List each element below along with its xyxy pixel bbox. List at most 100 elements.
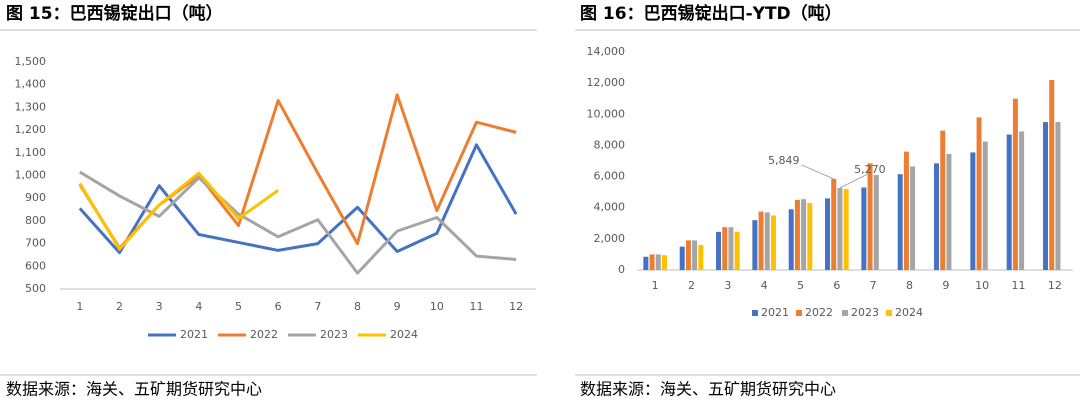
legend-label: 2024 [895,306,923,319]
bar [716,231,722,270]
bar [764,212,770,270]
bar [897,174,903,270]
bar [934,163,940,270]
y-tick-label: 900 [25,191,46,204]
y-tick-label: 6,000 [594,170,626,183]
bar [692,240,698,270]
x-tick-label: 12 [509,300,523,313]
bar [910,166,916,270]
bar [643,256,649,270]
y-tick-label: 1,000 [15,169,47,182]
x-tick-label: 10 [430,300,444,313]
bar [837,187,843,270]
legend-swatch [886,310,892,316]
legend-swatch [842,310,848,316]
bar [734,231,740,270]
bar [752,220,758,270]
legend-label: 2024 [390,328,418,341]
x-tick-label: 4 [761,279,768,292]
leader-line [839,173,869,189]
y-tick-label: 0 [618,263,625,276]
bar [946,153,952,270]
x-tick-label: 11 [470,300,484,313]
x-tick-label: 8 [906,279,913,292]
bar [1006,134,1012,270]
x-tick-label: 3 [724,279,731,292]
bar [1012,98,1018,270]
legend-swatch [796,310,802,316]
bar [801,199,807,270]
y-tick-label: 8,000 [594,138,626,151]
x-tick-label: 1 [652,279,659,292]
y-tick-label: 1,100 [15,146,47,159]
bar [655,254,661,270]
chart-title: 图 15：巴西锡锭出口（吨） [6,3,223,24]
y-tick-label: 12,000 [587,76,626,89]
legend-label: 2022 [250,328,278,341]
bar [758,211,764,270]
bar [807,203,813,270]
bar [1019,131,1025,270]
x-tick-label: 6 [275,300,282,313]
y-tick-label: 700 [25,237,46,250]
x-tick-label: 7 [870,279,877,292]
bar [861,187,867,270]
source: 数据来源：海关、五矿期货研究中心 [580,380,836,399]
y-tick-label: 4,000 [594,201,626,214]
legend-label: 2022 [805,306,833,319]
line-series [78,171,280,251]
bar [970,152,976,270]
legend-label: 2021 [180,328,208,341]
y-tick-label: 2,000 [594,232,626,245]
x-tick-label: 10 [975,279,989,292]
line-series [78,93,517,250]
legend-swatch [752,310,758,316]
x-tick-label: 7 [314,300,321,313]
leader-line [801,164,834,180]
legend-label: 2023 [851,306,879,319]
bar [1043,122,1049,270]
x-tick-label: 2 [688,279,695,292]
x-tick-label: 9 [394,300,401,313]
chart-title: 图 16：巴西锡锭出口-YTD（吨） [580,3,842,24]
bar [831,178,837,270]
bar [976,117,982,271]
bar [982,141,988,270]
x-tick-label: 3 [156,300,163,313]
legend-label: 2021 [761,306,789,319]
bar [698,245,704,270]
bar [825,198,831,270]
bar [679,246,685,270]
bar [1055,122,1061,270]
x-tick-label: 6 [833,279,840,292]
bar [770,215,776,270]
x-tick-label: 9 [942,279,949,292]
y-tick-label: 1,200 [15,123,47,136]
legend-label: 2023 [320,328,348,341]
x-tick-label: 2 [116,300,123,313]
y-tick-label: 14,000 [587,45,626,58]
line-series [78,143,518,255]
y-tick-label: 1,300 [15,100,47,113]
bar [722,227,728,270]
bar [788,209,794,270]
x-tick-label: 8 [354,300,361,313]
bar [1049,80,1055,271]
bar [843,189,849,270]
bar [661,255,667,270]
source: 数据来源：海关、五矿期货研究中心 [6,380,262,399]
bar [873,175,879,270]
y-tick-label: 10,000 [587,107,626,120]
x-tick-label: 5 [235,300,242,313]
y-tick-label: 600 [25,259,46,272]
y-tick-label: 500 [25,282,46,295]
x-tick-label: 11 [1012,279,1026,292]
x-tick-label: 4 [195,300,202,313]
y-tick-label: 800 [25,214,46,227]
bar [903,151,909,270]
value-label: 5,849 [768,154,800,167]
x-tick-label: 5 [797,279,804,292]
x-tick-label: 12 [1048,279,1062,292]
bar [867,163,873,270]
